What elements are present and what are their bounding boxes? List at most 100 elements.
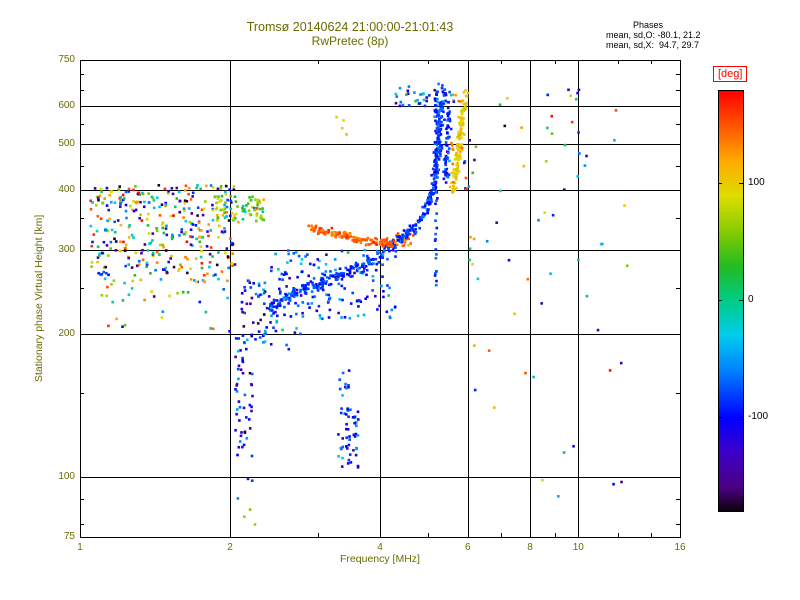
data-point xyxy=(222,288,225,291)
data-point xyxy=(382,250,385,254)
data-point xyxy=(395,243,399,247)
chart-title: Tromsø 20140624 21:00:00-21:01:43 xyxy=(246,20,454,34)
data-point xyxy=(447,101,450,104)
data-point xyxy=(262,291,266,295)
data-point xyxy=(251,394,254,398)
data-point xyxy=(460,112,464,116)
data-point xyxy=(338,267,342,270)
data-point xyxy=(223,230,227,233)
data-point xyxy=(324,263,328,266)
data-point xyxy=(98,252,101,256)
data-point xyxy=(237,337,240,340)
data-point xyxy=(438,119,441,122)
data-point xyxy=(223,211,226,214)
data-point xyxy=(354,263,357,267)
data-point xyxy=(351,291,354,295)
data-point xyxy=(215,263,219,267)
data-point xyxy=(277,268,280,271)
data-point xyxy=(288,298,291,302)
data-point xyxy=(263,281,267,285)
data-point xyxy=(458,150,462,153)
data-point xyxy=(372,240,376,244)
data-point xyxy=(217,277,220,281)
data-point xyxy=(157,184,161,187)
data-point xyxy=(438,128,442,132)
data-point xyxy=(418,226,421,230)
data-point xyxy=(248,196,251,199)
data-point xyxy=(250,409,253,413)
data-point xyxy=(227,219,231,222)
data-point xyxy=(448,110,451,113)
data-point xyxy=(250,383,253,387)
data-point xyxy=(522,164,526,168)
data-point xyxy=(444,173,447,177)
data-point xyxy=(577,88,581,92)
data-point xyxy=(184,255,187,259)
data-point xyxy=(264,329,267,333)
data-point xyxy=(146,224,150,227)
data-point xyxy=(164,266,167,270)
data-point xyxy=(145,218,149,221)
data-point xyxy=(90,265,93,268)
data-point xyxy=(562,451,566,454)
data-point xyxy=(200,266,204,270)
data-point xyxy=(185,240,189,244)
data-point xyxy=(215,207,218,211)
data-point xyxy=(348,438,351,441)
data-point xyxy=(143,200,146,204)
data-point xyxy=(577,258,580,262)
data-point xyxy=(353,435,357,438)
data-point xyxy=(161,221,165,224)
data-point xyxy=(278,277,281,281)
data-point xyxy=(89,224,93,228)
data-point xyxy=(119,195,122,199)
data-point xyxy=(362,270,365,273)
data-point xyxy=(446,137,449,140)
data-point xyxy=(329,274,332,277)
data-point xyxy=(429,202,432,205)
data-point xyxy=(259,214,263,218)
data-point xyxy=(393,306,397,309)
data-point xyxy=(134,251,138,255)
data-point xyxy=(278,302,282,305)
data-point xyxy=(151,251,155,255)
colorbar-tick-mark xyxy=(739,183,743,184)
data-point xyxy=(245,302,249,306)
data-point xyxy=(434,119,437,123)
data-point xyxy=(394,241,397,244)
data-point xyxy=(464,89,467,92)
data-point xyxy=(257,284,261,287)
data-point xyxy=(310,224,313,228)
data-point xyxy=(295,251,298,254)
data-point xyxy=(450,171,453,175)
data-point xyxy=(451,191,455,194)
data-point xyxy=(201,236,204,239)
data-point xyxy=(366,258,369,262)
data-point xyxy=(345,386,348,390)
data-point xyxy=(443,88,447,91)
data-point xyxy=(385,310,389,314)
data-point xyxy=(248,403,252,407)
data-point xyxy=(403,234,407,237)
data-point xyxy=(377,261,381,264)
data-point xyxy=(234,388,237,391)
data-point xyxy=(257,295,260,298)
data-point xyxy=(219,187,222,190)
data-point xyxy=(233,195,237,198)
data-point xyxy=(216,187,220,191)
data-point xyxy=(312,263,316,267)
data-point xyxy=(434,272,437,275)
data-point xyxy=(444,181,448,184)
phases-annotation-title: Phases xyxy=(633,20,664,30)
data-point xyxy=(119,198,122,202)
x-axis-label: Frequency [MHz] xyxy=(340,553,420,565)
data-point xyxy=(302,286,306,289)
data-point xyxy=(327,316,331,319)
data-point xyxy=(116,219,120,222)
data-point xyxy=(356,263,360,266)
data-point xyxy=(95,204,98,207)
data-point xyxy=(183,201,187,205)
data-point xyxy=(439,133,443,136)
data-point xyxy=(434,148,438,152)
data-point xyxy=(407,244,410,247)
